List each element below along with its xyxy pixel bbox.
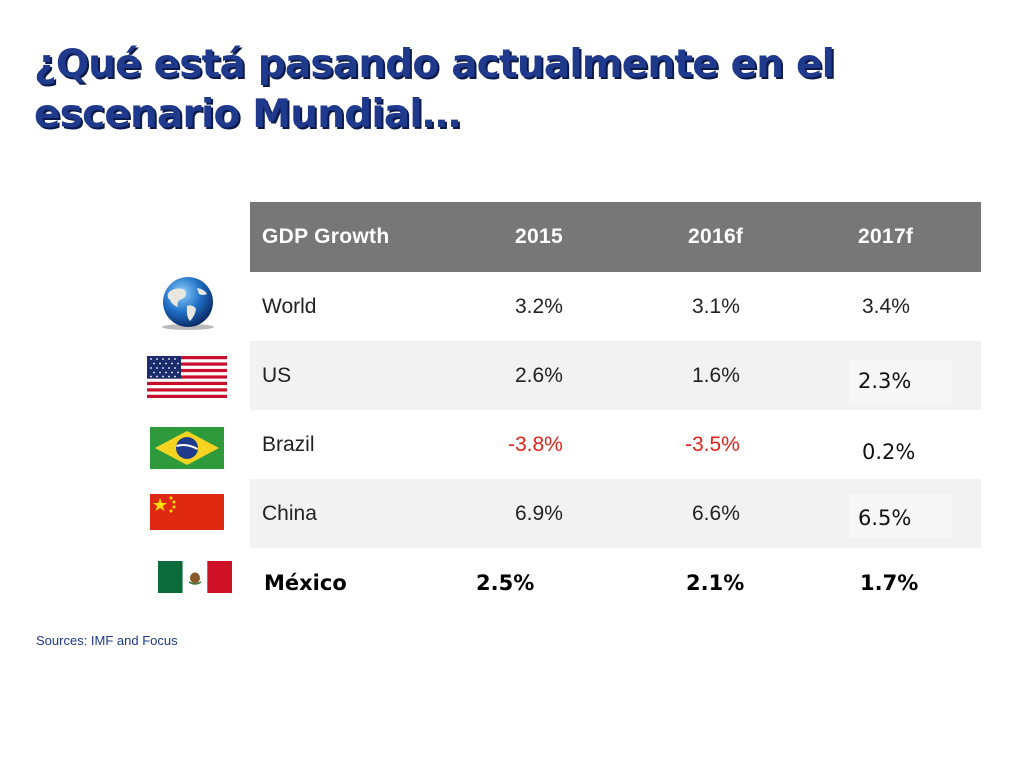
- header-2016f: 2016f: [688, 225, 744, 248]
- china-2015: 6.9%: [515, 502, 563, 525]
- mexico-2016f: 2.1%: [686, 571, 745, 595]
- brazil-2015: -3.8%: [508, 433, 563, 456]
- world-2015: 3.2%: [515, 295, 563, 318]
- us-flag-icon: [147, 356, 227, 398]
- brazil-flag-icon: [150, 427, 224, 469]
- globe-icon: [162, 277, 214, 330]
- world-2017f: 3.4%: [862, 295, 910, 318]
- us-2015: 2.6%: [515, 364, 563, 387]
- us-2017f-cell: 2.3%: [849, 360, 952, 403]
- country-world: World: [262, 295, 317, 318]
- china-2017f: 6.5%: [858, 506, 912, 530]
- mexico-flag-icon: [158, 561, 232, 593]
- header-gdp-growth: GDP Growth: [262, 225, 390, 248]
- mexico-2015: 2.5%: [476, 571, 535, 595]
- us-2017f: 2.3%: [858, 369, 912, 393]
- country-mexico: México: [264, 571, 347, 595]
- world-2016f: 3.1%: [692, 295, 740, 318]
- table-header: [250, 202, 981, 272]
- country-china: China: [262, 502, 317, 525]
- brazil-2016f: -3.5%: [685, 433, 740, 456]
- country-us: US: [262, 364, 292, 387]
- brazil-2017f: 0.2%: [862, 440, 916, 464]
- country-brazil: Brazil: [262, 433, 315, 456]
- china-flag-icon: [150, 494, 224, 530]
- china-2016f: 6.6%: [692, 502, 740, 525]
- sources-note: Sources: IMF and Focus: [36, 633, 178, 648]
- mexico-2017f: 1.7%: [860, 571, 919, 595]
- slide-title: ¿Qué está pasando actualmente en el esce…: [34, 42, 835, 137]
- header-2017f: 2017f: [858, 225, 914, 248]
- china-2017f-cell: 6.5%: [849, 494, 952, 538]
- header-2015: 2015: [515, 225, 563, 248]
- us-2016f: 1.6%: [692, 364, 740, 387]
